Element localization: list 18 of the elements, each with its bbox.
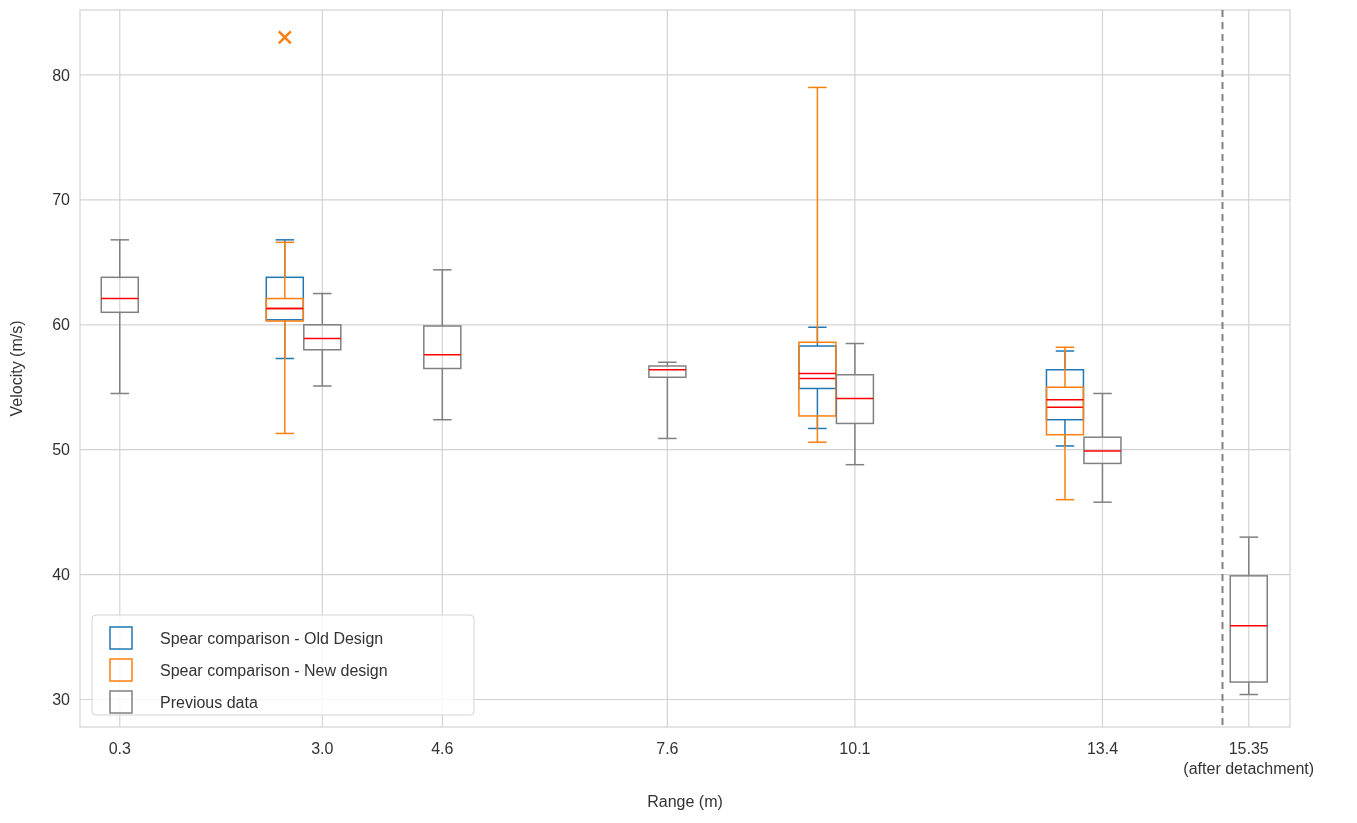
y-tick-label: 80	[52, 66, 71, 84]
x-tick-label: 10.1	[839, 740, 871, 757]
x-axis-title: Range (m)	[647, 793, 723, 810]
legend-label: Spear comparison - New design	[160, 661, 388, 679]
legend-label: Spear comparison - Old Design	[160, 629, 384, 647]
y-tick-label: 60	[52, 316, 71, 334]
y-tick-label: 40	[52, 566, 71, 584]
legend-label: Previous data	[160, 693, 258, 711]
y-tick-label: 50	[52, 441, 71, 459]
x-tick-label: 0.3	[108, 740, 131, 757]
x-tick-label: 4.6	[431, 740, 454, 757]
x-tick-label: 3.0	[311, 740, 334, 757]
y-tick-label: 30	[52, 691, 71, 709]
x-tick-label: 13.4	[1086, 740, 1119, 757]
x-tick-label: 7.6	[656, 740, 679, 757]
y-axis-title: Velocity (m/s)	[8, 320, 25, 417]
x-tick-label: 15.35 (after detachment)	[1183, 740, 1315, 777]
y-tick-label: 70	[52, 191, 71, 209]
